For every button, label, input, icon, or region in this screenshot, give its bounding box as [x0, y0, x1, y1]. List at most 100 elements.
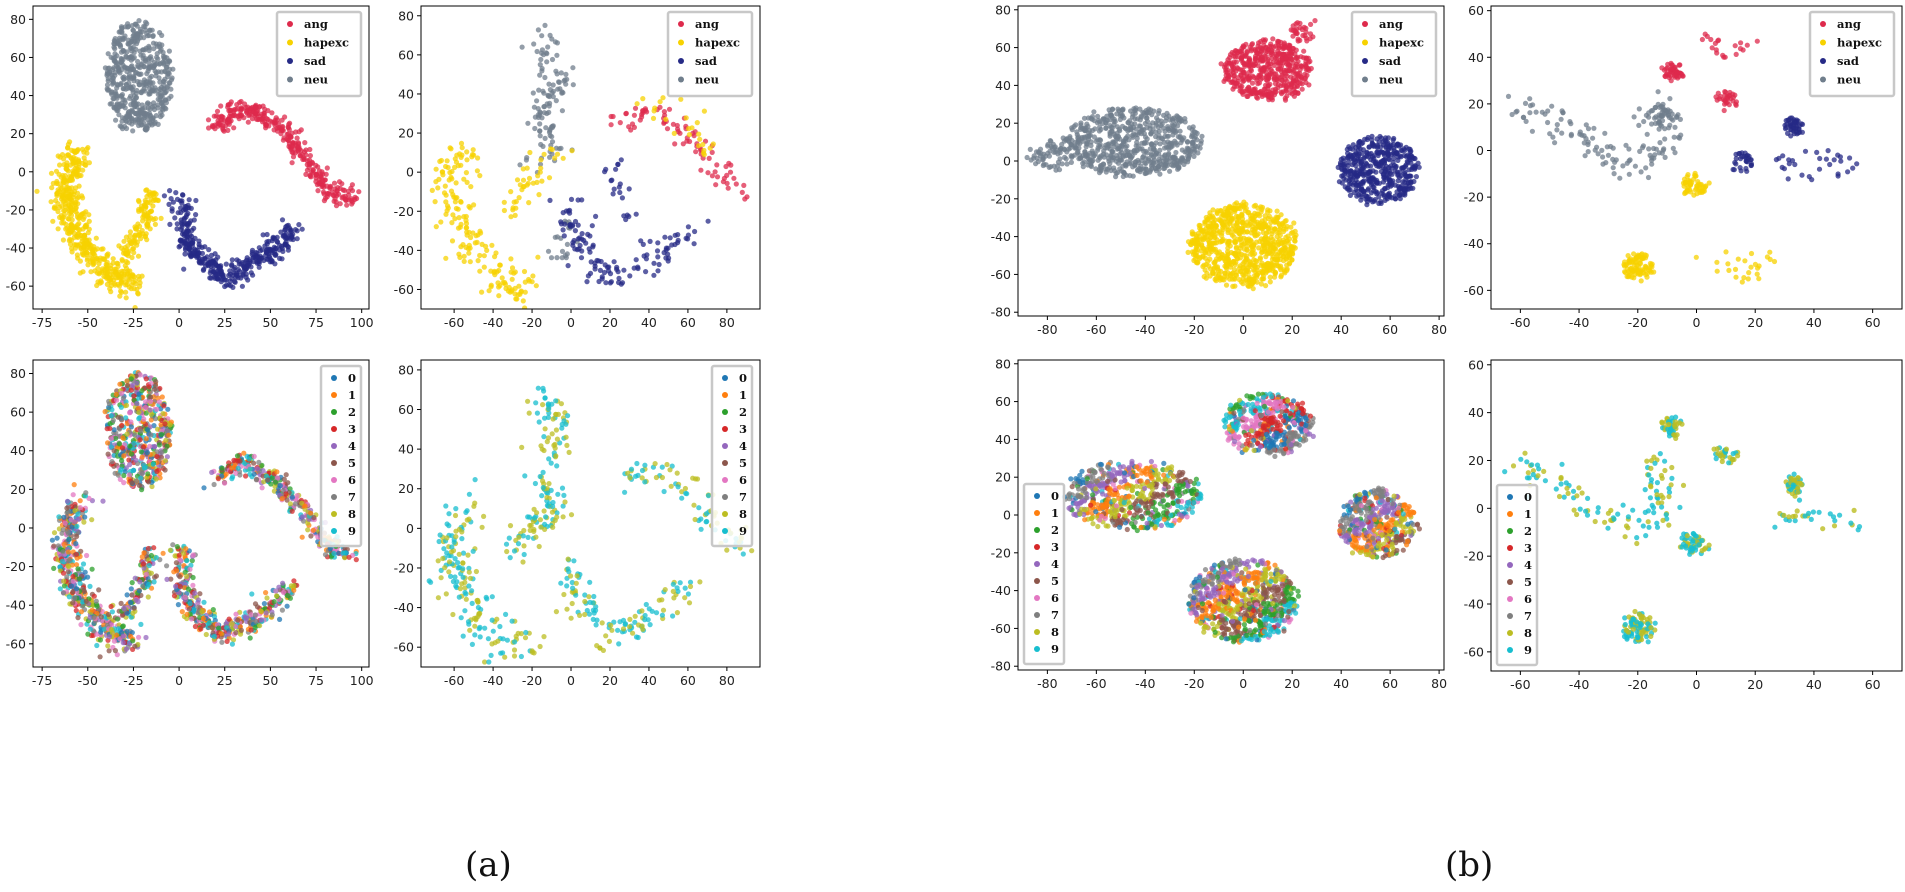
- data-point: [1177, 160, 1183, 166]
- data-point: [1231, 66, 1237, 72]
- data-point: [178, 209, 184, 216]
- data-point: [263, 250, 270, 256]
- data-point: [1380, 139, 1386, 145]
- data-point: [121, 49, 127, 55]
- data-point: [135, 58, 141, 65]
- data-point: [1365, 170, 1371, 176]
- data-point: [1389, 182, 1395, 188]
- data-point: [93, 256, 99, 262]
- data-point: [217, 265, 223, 271]
- data-point: [631, 112, 638, 118]
- data-point: [116, 35, 123, 41]
- data-point: [151, 197, 157, 204]
- data-point: [1394, 142, 1400, 148]
- data-point: [713, 182, 719, 188]
- data-point: [1402, 147, 1408, 153]
- data-point: [1197, 145, 1203, 151]
- data-point: [484, 247, 490, 253]
- data-point: [553, 145, 560, 151]
- data-point: [101, 273, 107, 279]
- data-point: [128, 116, 135, 122]
- data-point: [292, 140, 298, 146]
- data-point: [533, 283, 539, 289]
- data-point: [145, 68, 151, 74]
- data-point: [89, 255, 95, 261]
- data-point: [1203, 275, 1209, 281]
- data-point: [1286, 236, 1293, 242]
- data-point: [541, 151, 547, 157]
- data-point: [638, 238, 644, 244]
- data-point: [1225, 227, 1231, 233]
- data-point: [537, 161, 544, 167]
- data-point: [292, 227, 299, 233]
- data-point: [93, 235, 99, 241]
- data-point: [1298, 74, 1305, 80]
- data-point: [1241, 265, 1247, 271]
- data-point: [77, 241, 83, 247]
- data-point: [138, 208, 145, 214]
- data-point: [1677, 62, 1683, 68]
- legend-marker: [1362, 39, 1368, 46]
- data-point: [692, 228, 698, 235]
- data-point: [76, 158, 82, 165]
- data-point: [1368, 163, 1374, 169]
- data-point: [461, 258, 467, 264]
- data-point: [463, 220, 470, 227]
- data-point: [167, 221, 173, 227]
- data-point: [1235, 205, 1241, 211]
- data-point: [1210, 270, 1216, 277]
- data-point: [75, 231, 81, 237]
- legend-marker: [1362, 58, 1368, 64]
- data-point: [336, 179, 343, 185]
- data-point: [481, 253, 487, 259]
- data-point: [1218, 207, 1224, 214]
- data-point: [534, 48, 540, 55]
- data-point: [296, 129, 302, 135]
- data-point: [184, 241, 191, 247]
- data-point: [1386, 143, 1392, 149]
- data-point: [463, 213, 469, 220]
- data-point: [162, 76, 168, 82]
- data-point: [1339, 180, 1345, 186]
- data-point: [136, 229, 142, 235]
- data-point: [706, 155, 712, 161]
- data-point: [1272, 219, 1278, 225]
- data-point: [141, 120, 147, 127]
- data-point: [1379, 190, 1385, 196]
- data-point: [50, 218, 56, 224]
- data-point: [535, 173, 541, 179]
- data-point: [91, 251, 97, 257]
- data-point: [558, 145, 564, 151]
- data-point: [122, 250, 128, 256]
- data-point: [1212, 217, 1218, 223]
- data-point: [1167, 159, 1173, 165]
- data-point: [615, 161, 621, 167]
- data-point: [449, 220, 455, 226]
- data-point: [279, 256, 285, 262]
- data-point: [1252, 86, 1258, 92]
- legend-marker: [678, 21, 684, 27]
- legend-marker: [287, 21, 293, 27]
- data-point: [69, 249, 75, 255]
- data-point: [153, 113, 159, 119]
- data-point: [531, 41, 537, 47]
- data-point: [138, 71, 144, 77]
- data-point: [145, 117, 151, 123]
- data-point: [660, 95, 666, 101]
- data-point: [1229, 271, 1235, 277]
- data-point: [86, 226, 92, 232]
- data-point: [670, 121, 677, 127]
- data-point: [569, 148, 575, 154]
- data-point: [182, 251, 188, 257]
- data-point: [158, 94, 164, 100]
- data-point: [593, 213, 599, 219]
- data-point: [526, 175, 533, 181]
- data-point: [137, 48, 143, 54]
- data-point: [118, 278, 125, 284]
- data-point: [1024, 154, 1030, 161]
- data-point: [513, 296, 519, 302]
- data-point: [152, 221, 158, 227]
- data-point: [1220, 211, 1226, 218]
